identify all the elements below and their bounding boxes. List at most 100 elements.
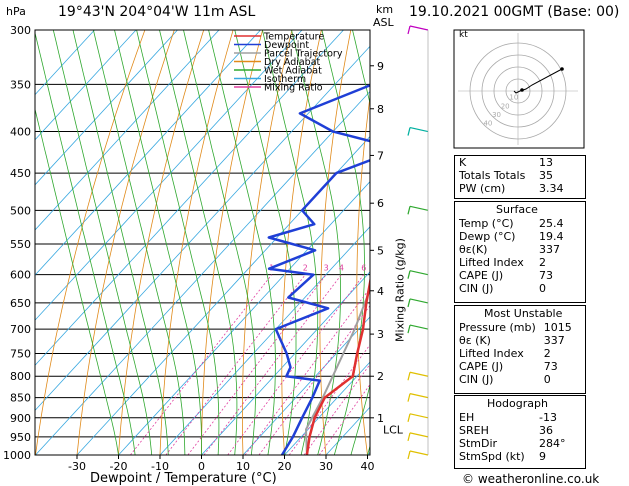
mu-row: θε (K) 337: [455, 334, 583, 347]
wind-barb: [409, 371, 429, 377]
surface-box: [454, 201, 586, 303]
wet-adiabat-line: [262, 30, 319, 455]
hodo-label: StmSpd (kt): [459, 450, 525, 463]
hodo-row: EH -13: [455, 411, 583, 424]
mixing-ratio-line: [318, 383, 370, 455]
legend-label: Dewpoint: [264, 40, 309, 51]
wind-barb-flag: [407, 372, 411, 381]
wind-barb: [409, 450, 429, 456]
x-tick-label: -20: [110, 460, 128, 473]
surface-value: 25.4: [539, 217, 564, 230]
indices-table: K 13 Totals Totals 35 PW (cm) 3.34: [455, 156, 583, 195]
surface-label: CAPE (J): [459, 269, 504, 282]
dry-adiabat-line: [159, 30, 234, 455]
wet-adiabat-line: [35, 31, 136, 455]
isotherm-line: [35, 30, 261, 276]
legend-label: Wet Adiabat: [264, 66, 322, 77]
pressure-tick-label: 900: [10, 412, 31, 425]
wet-adiabat-line: [291, 30, 342, 455]
dry-adiabat-line: [586, 30, 629, 455]
wind-barb: [409, 393, 429, 399]
index-row: Totals Totals 35: [455, 169, 583, 182]
km-tick-label: 8: [377, 103, 384, 116]
mu-value: 2: [543, 347, 551, 360]
mixing-ratio-value: 2: [303, 264, 308, 273]
mixing-ratio-value: 20: [431, 264, 441, 273]
legend-label: Temperature: [263, 32, 324, 43]
mixing-ratio-line: [187, 274, 327, 455]
mixing-ratio-value: 16: [417, 264, 427, 273]
index-row: PW (cm) 3.34: [455, 182, 583, 195]
dry-adiabat-line: [35, 30, 146, 455]
hodograph-stats-box: [454, 395, 586, 469]
mu-row: Pressure (mb) 1015: [455, 321, 583, 334]
km-tick-label: 7: [377, 149, 384, 162]
mu-row: CIN (J) 0: [455, 373, 583, 386]
isotherm-line: [35, 90, 370, 455]
mixing-ratio-value: 4: [339, 264, 344, 273]
pressure-tick-label: 350: [10, 78, 31, 91]
pressure-tick-label: 300: [10, 24, 31, 37]
pressure-tick-label: 950: [10, 431, 31, 444]
most-unstable-title: Most Unstable: [484, 307, 563, 320]
wind-barb: [409, 25, 429, 31]
index-value: 35: [539, 169, 553, 182]
mu-label: Pressure (mb): [459, 321, 536, 334]
isotherm-line: [35, 30, 344, 366]
x-tick-label: 10: [236, 460, 250, 473]
surface-row: CAPE (J) 73: [455, 269, 583, 282]
pressure-tick-label: 400: [10, 126, 31, 139]
most-unstable-table: Pressure (mb) 1015 θε (K) 337 Lifted Index…: [455, 321, 583, 386]
surface-value: 2: [539, 256, 546, 269]
pressure-tick-label: 600: [10, 269, 31, 282]
wet-adiabat-line: [159, 30, 238, 455]
index-label: K: [459, 156, 467, 169]
pressure-tick-label: 800: [10, 370, 31, 383]
mu-label: θε (K): [459, 334, 491, 347]
datetime-title: 19.10.2021 00GMT (Base: 00): [409, 4, 620, 20]
hodograph-kt-label: kt: [459, 30, 468, 40]
surface-value: 337: [539, 243, 560, 256]
hodo-value: -13: [539, 411, 557, 424]
surface-row: Temp (°C) 25.4: [455, 217, 583, 230]
hpa-unit-label: hPa: [6, 5, 26, 18]
hodo-row: StmSpd (kt) 9: [455, 450, 583, 463]
mixing-ratio-value: 8: [378, 264, 383, 273]
wind-barb: [409, 126, 429, 133]
km-tick-label: 3: [377, 328, 384, 341]
mixing-ratio-line: [258, 305, 370, 455]
surface-label: Temp (°C): [459, 217, 514, 230]
surface-table: Temp (°C) 25.4 Dewp (°C) 19.4 θε(K) 337 Lif…: [455, 217, 583, 295]
pressure-tick-label: 650: [10, 297, 31, 310]
mixing-ratio-line: [288, 344, 370, 455]
index-label: Totals Totals: [459, 169, 526, 182]
dry-adiabat-line: [319, 30, 352, 455]
legend-label: Parcel Trajectory: [264, 49, 343, 60]
x-axis-label: Dewpoint / Temperature (°C): [90, 471, 277, 486]
hodo-row: SREH 36: [455, 424, 583, 437]
mixing-ratio-line: [130, 274, 273, 455]
index-value: 3.34: [539, 182, 564, 195]
mu-value: 1015: [543, 321, 572, 334]
lcl-label: LCL: [383, 423, 404, 436]
km-tick-label: 4: [377, 285, 384, 298]
mu-value: 0: [543, 373, 551, 386]
mu-value: 73: [543, 360, 558, 373]
wind-barb: [409, 432, 429, 438]
pressure-tick-label: 850: [10, 392, 31, 405]
wet-adiabat-line: [114, 30, 203, 455]
x-tick-label: -10: [151, 460, 169, 473]
wind-barb-flag: [407, 432, 411, 442]
surface-title: Surface: [496, 203, 538, 216]
hodo-row: StmDir 284°: [455, 437, 583, 450]
pressure-tick-label: 550: [10, 238, 31, 251]
legend-label: Dry Adiabat: [264, 57, 321, 68]
mu-row: Lifted Index 2: [455, 347, 583, 360]
legend-label: Mixing Ratio: [264, 83, 323, 94]
wind-barb: [409, 298, 429, 304]
legend-label: Isotherm: [264, 74, 306, 85]
mixing-ratio-value: 6: [361, 264, 366, 273]
wind-barb: [409, 413, 429, 419]
wet-adiabat-line: [234, 30, 297, 455]
